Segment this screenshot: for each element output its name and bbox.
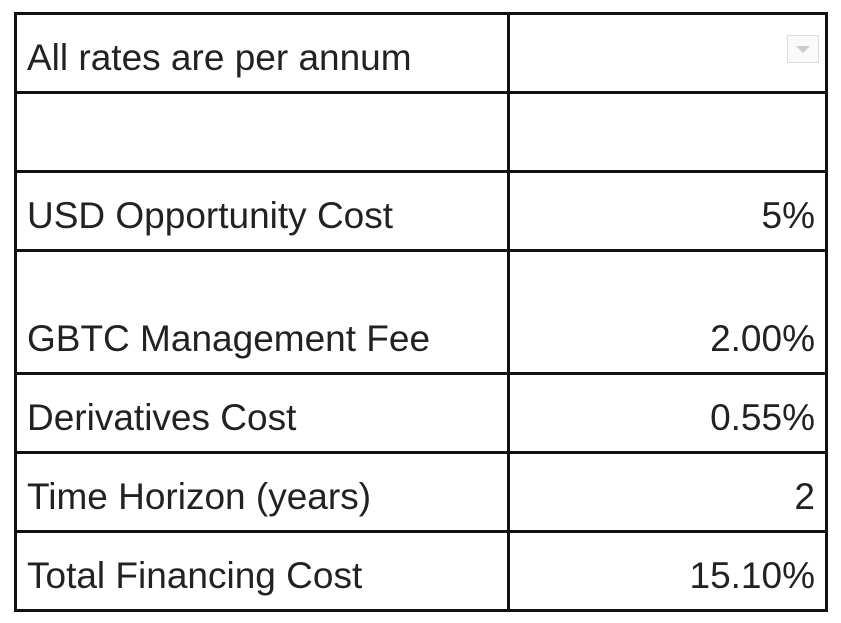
data-row: Derivatives Cost 0.55%: [14, 372, 828, 454]
dropdown-cell[interactable]: [507, 12, 828, 94]
blank-row: [14, 91, 828, 173]
blank-cell[interactable]: [507, 91, 828, 173]
data-row: GBTC Management Fee 2.00%: [14, 249, 828, 375]
label-cell[interactable]: GBTC Management Fee: [14, 249, 510, 375]
spreadsheet: All rates are per annum USD Opportunity …: [14, 12, 828, 612]
data-row: USD Opportunity Cost 5%: [14, 170, 828, 252]
header-row: All rates are per annum: [14, 12, 828, 94]
label-cell[interactable]: Derivatives Cost: [14, 372, 510, 454]
label-cell[interactable]: Time Horizon (years): [14, 451, 510, 533]
dropdown-button[interactable]: [787, 35, 819, 63]
value-cell[interactable]: 5%: [507, 170, 828, 252]
header-cell: All rates are per annum: [14, 12, 510, 94]
value-cell[interactable]: 2: [507, 451, 828, 533]
dropdown-arrow: [796, 46, 810, 53]
label-cell[interactable]: Total Financing Cost: [14, 530, 510, 612]
data-row: Time Horizon (years) 2: [14, 451, 828, 533]
value-cell[interactable]: 15.10%: [507, 530, 828, 612]
label-cell[interactable]: USD Opportunity Cost: [14, 170, 510, 252]
blank-cell[interactable]: [14, 91, 510, 173]
value-cell[interactable]: 0.55%: [507, 372, 828, 454]
value-cell[interactable]: 2.00%: [507, 249, 828, 375]
data-row: Total Financing Cost 15.10%: [14, 530, 828, 612]
